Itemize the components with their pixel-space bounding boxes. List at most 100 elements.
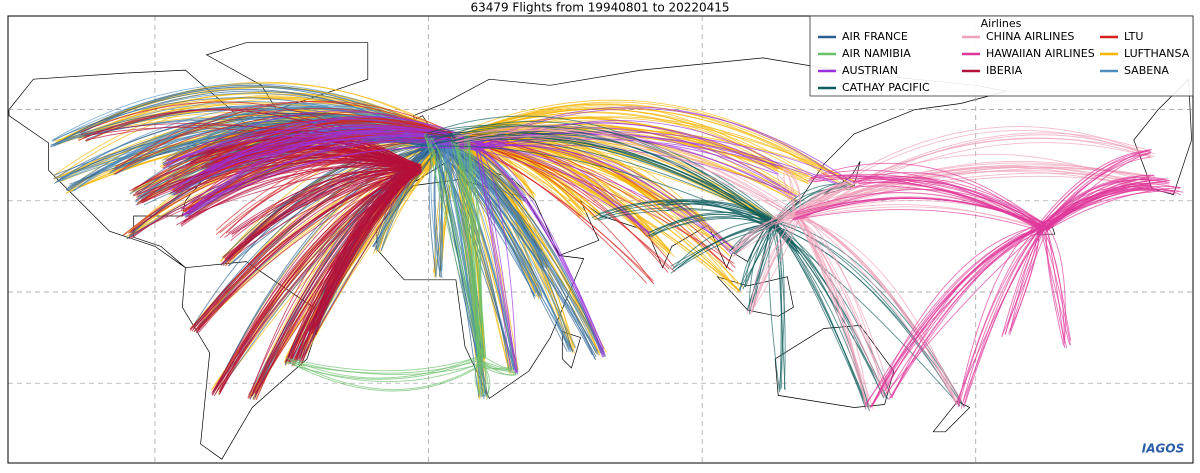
flight-route [455, 136, 794, 218]
flight-route [287, 360, 485, 392]
flight-route [115, 100, 453, 174]
flight-route [285, 168, 419, 364]
legend-label: AUSTRIAN [842, 64, 898, 77]
flight-route [215, 136, 451, 231]
flight-route [1039, 156, 1151, 230]
flight-route [211, 169, 420, 396]
flight-route [750, 220, 794, 306]
flight-route [458, 135, 798, 218]
coastline [932, 400, 971, 433]
logo: IAGOS [1142, 442, 1184, 456]
map-frame [7, 15, 1194, 464]
flight-route [887, 225, 1041, 393]
flight-route [316, 147, 440, 332]
flight-route [293, 360, 480, 375]
flight-route [799, 206, 1047, 231]
legend-label: HAWAIIAN AIRLINES [986, 47, 1095, 60]
flight-route [433, 120, 778, 226]
flight-route [217, 172, 418, 390]
flight-route [1047, 189, 1176, 225]
legend-label: LTU [1124, 30, 1143, 43]
flight-route [218, 167, 419, 395]
flight-route [231, 164, 414, 235]
flight-route [957, 222, 1040, 407]
flight-route [77, 108, 418, 170]
flight-route [772, 220, 867, 407]
flight-route [798, 214, 959, 405]
flight-route [776, 216, 797, 223]
flight-route [227, 169, 420, 234]
flight-route [456, 124, 800, 214]
flight-route [1038, 150, 1152, 228]
flight-route [1038, 150, 1147, 225]
flight-route [51, 83, 447, 141]
flight-route [797, 215, 957, 406]
flight-route [800, 215, 875, 410]
flight-route [1008, 225, 1040, 335]
flight-route [1001, 222, 1045, 338]
flight-route [800, 170, 1151, 215]
flight-route [864, 224, 1046, 405]
flight-route [1046, 187, 1181, 231]
flight-route [465, 132, 481, 361]
flight-route [183, 162, 414, 223]
legend-title: Airlines [981, 17, 1022, 30]
flight-route [810, 162, 1048, 229]
legend-label: SABENA [1124, 64, 1169, 77]
flight-route [476, 144, 517, 375]
flight-route [797, 137, 1153, 218]
flight-route [424, 134, 484, 361]
flight-route [310, 172, 421, 329]
flight-route [225, 164, 414, 234]
flight-route [674, 221, 776, 271]
flight-route [799, 218, 867, 407]
flight-route [481, 361, 487, 396]
flight-route [196, 170, 419, 332]
flight-route [479, 127, 797, 197]
flight-route [315, 166, 417, 335]
flight-route [963, 229, 1041, 404]
flight-route [479, 362, 482, 396]
flight-route [733, 214, 794, 257]
flight-route [431, 137, 482, 365]
flight-route [478, 106, 848, 184]
flight-route [474, 143, 517, 374]
flight-route [891, 227, 1046, 398]
flight-route [732, 214, 793, 252]
flight-route [792, 212, 871, 410]
flight-route [598, 209, 776, 226]
flight-route [749, 228, 778, 312]
flight-route [792, 214, 888, 394]
flight-route [310, 164, 416, 335]
flight-route [1001, 230, 1047, 336]
flight-route [484, 364, 489, 400]
flight-route [793, 126, 1148, 215]
flight-route [214, 143, 435, 390]
flight-route [475, 145, 732, 255]
flight-route [426, 139, 479, 362]
flight-route [180, 165, 419, 227]
flight-route [1046, 189, 1155, 231]
flight-route [591, 199, 780, 224]
flight-route [871, 230, 1040, 406]
flight-route [456, 129, 799, 220]
flight-route [113, 113, 449, 175]
flight-route [796, 137, 1155, 217]
flight-route [883, 226, 1045, 397]
flight-route [815, 175, 1044, 233]
flight-route [746, 213, 799, 314]
flight-route [1047, 226, 1066, 344]
routes [49, 81, 1184, 412]
flight-route [454, 140, 601, 357]
map-title: 63479 Flights from 19940801 to 20220415 [470, 1, 729, 15]
flight-route [796, 129, 1151, 215]
flight-route [1045, 179, 1171, 231]
flight-route [768, 228, 781, 393]
flight-route [476, 108, 855, 185]
flight-route [443, 134, 572, 353]
flight-route [870, 222, 1040, 408]
flight-route [872, 225, 1040, 405]
flight-route [783, 169, 796, 213]
flight-route [316, 169, 418, 333]
